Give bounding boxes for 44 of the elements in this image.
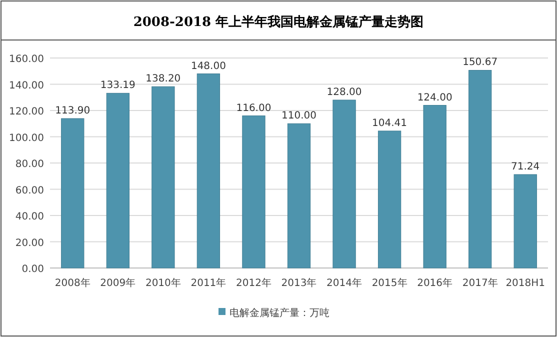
x-tick-label: 2016年 xyxy=(417,277,453,289)
bar xyxy=(242,116,266,268)
data-label: 110.00 xyxy=(282,110,316,122)
y-tick-label: 80.00 xyxy=(15,159,44,170)
x-tick-label: 2012年 xyxy=(236,277,272,289)
y-tick-label: 100.00 xyxy=(9,132,44,144)
bar xyxy=(468,70,492,268)
y-tick-label: 60.00 xyxy=(15,185,44,196)
bar xyxy=(152,86,175,268)
data-label: 133.19 xyxy=(100,80,136,92)
bar xyxy=(514,174,537,268)
x-tick-label: 2015年 xyxy=(372,277,408,289)
x-tick-label: 2009年 xyxy=(100,277,136,289)
x-tick-label: 2011年 xyxy=(190,277,226,289)
bar xyxy=(61,118,84,268)
chart-title: 2008-2018 年上半年我国电解金属锰产量走势图 xyxy=(133,14,424,30)
y-tick-label: 20.00 xyxy=(15,238,44,249)
x-tick-label: 2014年 xyxy=(326,277,362,289)
x-tick-label: 2010年 xyxy=(145,277,181,289)
data-label: 128.00 xyxy=(326,87,362,98)
bar xyxy=(332,100,356,268)
bar xyxy=(196,74,220,268)
x-tick-label: 2013年 xyxy=(281,277,317,289)
data-label: 104.41 xyxy=(372,118,408,129)
legend-label: 电解金属锰产量：万吨 xyxy=(230,307,330,319)
x-tick-label: 2017年 xyxy=(462,277,498,289)
y-tick-label: 0.00 xyxy=(22,264,44,275)
y-tick-label: 160.00 xyxy=(9,54,44,65)
bar xyxy=(423,105,446,268)
y-tick-label: 120.00 xyxy=(9,106,44,118)
x-tick-label: 2008年 xyxy=(54,277,90,289)
bar xyxy=(106,92,130,268)
data-label: 116.00 xyxy=(236,102,272,114)
y-tick-label: 40.00 xyxy=(15,212,44,222)
data-label: 71.24 xyxy=(511,161,540,172)
y-tick-label: 140.00 xyxy=(9,80,44,92)
data-label: 124.00 xyxy=(417,92,452,104)
data-label: 113.90 xyxy=(55,106,90,117)
data-label: 138.20 xyxy=(146,74,181,85)
data-label: 150.67 xyxy=(462,57,498,68)
bar xyxy=(378,130,402,268)
data-label: 148.00 xyxy=(190,60,226,72)
bar xyxy=(287,123,311,268)
x-tick-label: 2018H1 xyxy=(506,278,546,289)
